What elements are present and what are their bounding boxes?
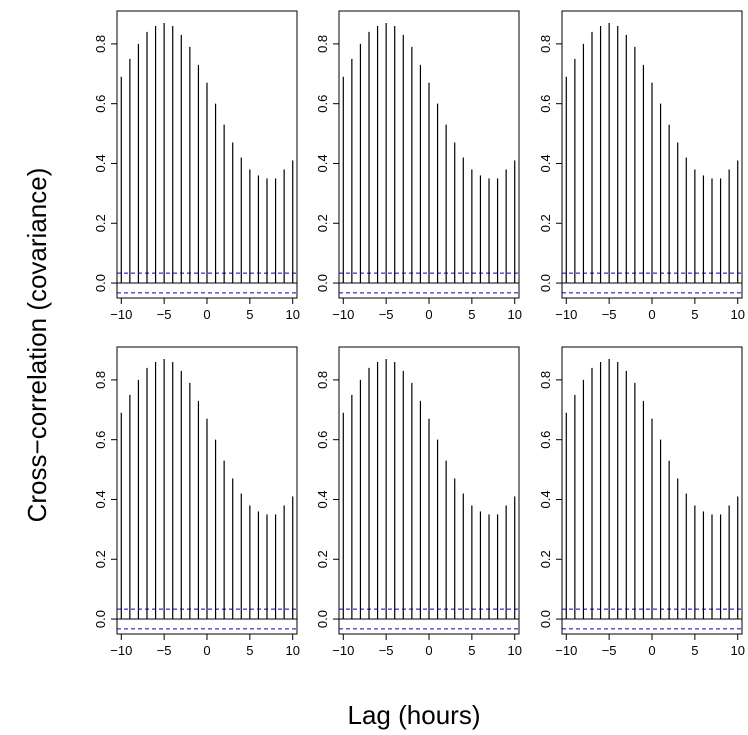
- x-tick-label: 10: [285, 643, 299, 658]
- x-tick-label: 10: [507, 307, 521, 322]
- x-axis-title: Lag (hours): [348, 700, 481, 730]
- x-tick-label: 5: [691, 643, 698, 658]
- panel-grid: 0.0 0.2 0.4 0.6 0.8 −10 −5 0 5 10 0.0 0.2 0.4 0.6 0.8 −…: [93, 10, 745, 658]
- x-tick-label: 5: [246, 307, 253, 322]
- y-tick-label: 0.8: [538, 35, 553, 53]
- x-tick-label: −5: [157, 643, 172, 658]
- ccf-panel-1: 0.0 0.2 0.4 0.6 0.8 −10 −5 0 5 10: [93, 10, 300, 322]
- y-tick-label: 0.0: [315, 274, 330, 292]
- y-tick-label: 0.2: [93, 550, 108, 568]
- x-tick-label: 5: [468, 307, 475, 322]
- x-tick-label: −10: [555, 307, 577, 322]
- x-tick-label: −10: [110, 307, 132, 322]
- x-tick-label: −10: [110, 643, 132, 658]
- x-tick-label: 0: [648, 307, 655, 322]
- y-tick-label: 0.8: [93, 371, 108, 389]
- x-tick-label: −5: [379, 307, 394, 322]
- y-tick-label: 0.8: [538, 371, 553, 389]
- y-tick-label: 0.0: [315, 610, 330, 628]
- y-tick-label: 0.6: [315, 431, 330, 449]
- y-axis-title: Cross−correlation (covariance): [22, 168, 52, 523]
- x-tick-label: −5: [379, 643, 394, 658]
- y-tick-label: 0.6: [315, 95, 330, 113]
- ccf-panel-3: 0.0 0.2 0.4 0.6 0.8 −10 −5 0 5 10: [538, 10, 745, 322]
- y-tick-label: 0.2: [538, 214, 553, 232]
- x-tick-label: 10: [730, 643, 744, 658]
- y-tick-label: 0.4: [93, 490, 108, 508]
- x-tick-label: 0: [648, 643, 655, 658]
- x-tick-label: 0: [203, 643, 210, 658]
- y-tick-label: 0.4: [538, 490, 553, 508]
- x-tick-label: −10: [555, 643, 577, 658]
- x-tick-label: −5: [157, 307, 172, 322]
- x-tick-label: 5: [468, 643, 475, 658]
- y-tick-label: 0.2: [315, 550, 330, 568]
- x-tick-label: −10: [332, 307, 354, 322]
- y-tick-label: 0.6: [538, 95, 553, 113]
- y-tick-label: 0.2: [538, 550, 553, 568]
- x-tick-label: 5: [691, 307, 698, 322]
- x-tick-label: 0: [425, 307, 432, 322]
- x-tick-label: −5: [602, 643, 617, 658]
- x-tick-label: −10: [332, 643, 354, 658]
- y-tick-label: 0.0: [93, 274, 108, 292]
- y-tick-label: 0.0: [93, 610, 108, 628]
- x-tick-label: 10: [730, 307, 744, 322]
- ccf-panel-4: 0.0 0.2 0.4 0.6 0.8 −10 −5 0 5 10: [93, 346, 300, 658]
- y-tick-label: 0.2: [315, 214, 330, 232]
- y-tick-label: 0.0: [538, 274, 553, 292]
- y-tick-label: 0.4: [315, 490, 330, 508]
- ccf-panel-2: 0.0 0.2 0.4 0.6 0.8 −10 −5 0 5 10: [315, 10, 522, 322]
- x-tick-label: −5: [602, 307, 617, 322]
- x-tick-label: 0: [425, 643, 432, 658]
- x-tick-label: 0: [203, 307, 210, 322]
- y-tick-label: 0.8: [315, 371, 330, 389]
- ccf-panel-5: 0.0 0.2 0.4 0.6 0.8 −10 −5 0 5 10: [315, 346, 522, 658]
- y-tick-label: 0.8: [315, 35, 330, 53]
- x-tick-label: 10: [507, 643, 521, 658]
- y-tick-label: 0.6: [538, 431, 553, 449]
- y-tick-label: 0.4: [538, 154, 553, 172]
- x-tick-label: 10: [285, 307, 299, 322]
- y-tick-label: 0.8: [93, 35, 108, 53]
- y-tick-label: 0.4: [93, 154, 108, 172]
- y-tick-label: 0.0: [538, 610, 553, 628]
- y-tick-label: 0.4: [315, 154, 330, 172]
- ccf-panel-6: 0.0 0.2 0.4 0.6 0.8 −10 −5 0 5 10: [538, 346, 745, 658]
- y-tick-label: 0.6: [93, 95, 108, 113]
- y-tick-label: 0.6: [93, 431, 108, 449]
- y-tick-label: 0.2: [93, 214, 108, 232]
- x-tick-label: 5: [246, 643, 253, 658]
